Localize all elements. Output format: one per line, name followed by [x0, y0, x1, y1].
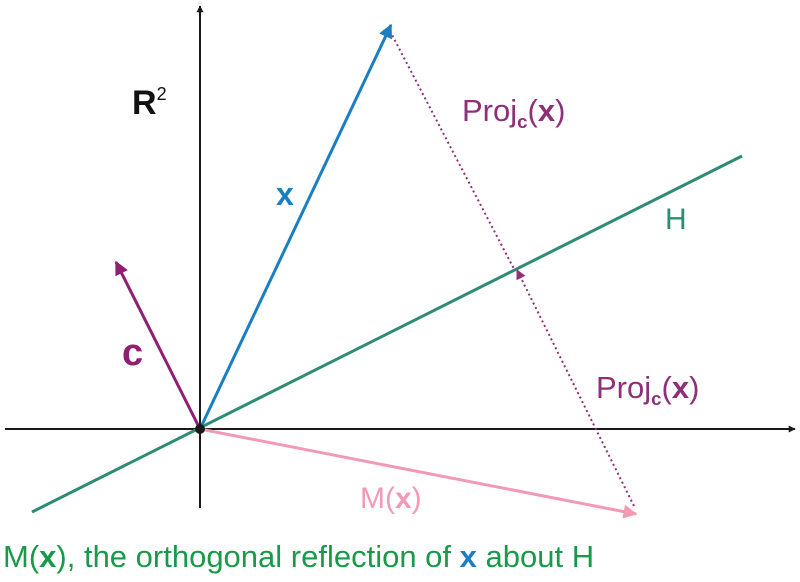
caption-part3: about H	[476, 539, 595, 574]
proj-top-prefix: Proj	[462, 93, 518, 128]
caption-x2: x	[459, 539, 477, 574]
vector-c	[114, 260, 202, 430]
proj-top-open: (	[527, 93, 538, 128]
x-vector-label: x	[276, 176, 294, 212]
caption: M(x), the orthogonal reflection of x abo…	[3, 541, 594, 572]
mx-arg: x	[394, 482, 412, 515]
proj-bottom-open: (	[661, 370, 672, 405]
space-label: R2	[132, 84, 167, 122]
line-h	[31, 154, 743, 514]
vector-mx	[199, 427, 638, 519]
origin-point	[195, 424, 205, 434]
mx-label: M(x)	[360, 484, 422, 514]
vector-x	[198, 23, 393, 430]
proj-bottom-close: )	[689, 370, 700, 405]
mx-close: )	[411, 482, 422, 515]
proj-top-subscript: c	[517, 110, 528, 132]
c-vector-label: c	[122, 332, 144, 374]
proj-top-arg: x	[537, 93, 556, 128]
proj-bottom-prefix: Proj	[596, 370, 652, 405]
proj-lower-segment	[516, 269, 635, 507]
caption-x1: x	[39, 539, 57, 574]
proj-bottom-arg: x	[671, 370, 690, 405]
space-symbol: R	[132, 84, 157, 122]
caption-part1: M(	[3, 539, 40, 574]
proj-bottom-subscript: c	[651, 387, 662, 409]
line-h-label: H	[665, 203, 687, 236]
proj-upper-segment	[389, 30, 515, 270]
proj-label-bottom: Projc(x)	[596, 370, 700, 407]
caption-part2: ), the orthogonal reflection of	[56, 539, 460, 574]
mx-prefix: M(	[360, 482, 395, 515]
space-power: 2	[156, 84, 167, 104]
proj-top-close: )	[555, 93, 566, 128]
proj-label-top: Projc(x)	[462, 93, 566, 130]
